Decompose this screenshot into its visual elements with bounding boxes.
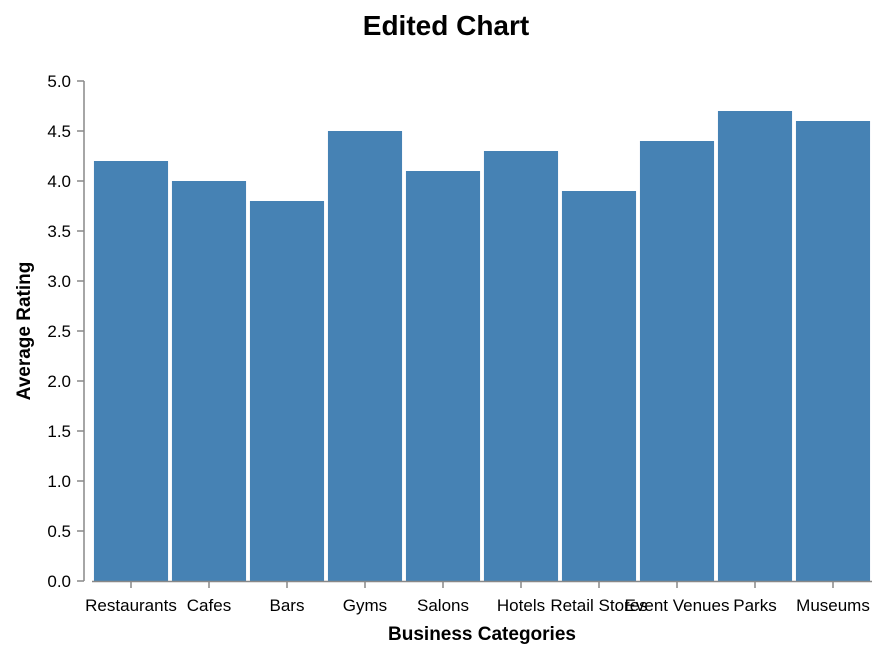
- x-tick-label: Gyms: [343, 596, 387, 615]
- bar: [795, 121, 871, 581]
- y-axis-title: Average Rating: [14, 262, 35, 401]
- y-tick-label: 2.0: [47, 372, 71, 391]
- x-tick-label: Bars: [270, 596, 305, 615]
- bar: [717, 111, 793, 581]
- y-tick-label: 0.5: [47, 522, 71, 541]
- y-tick-label: 2.5: [47, 322, 71, 341]
- x-tick-label: Museums: [796, 596, 870, 615]
- y-axis: 0.0 0.5 1.0 1.5 2.0 2.5 3.0 3.5 4.0 4.5 5.0: [47, 72, 85, 591]
- x-tick-label: Retail Stores: [550, 596, 647, 615]
- y-tick-label: 3.5: [47, 222, 71, 241]
- y-tick-label: 4.5: [47, 122, 71, 141]
- bars-layer: [93, 111, 871, 581]
- chart-title: Edited Chart: [363, 10, 529, 41]
- y-tick-label: 3.0: [47, 272, 71, 291]
- bar: [483, 151, 559, 581]
- x-tick-label: Parks: [733, 596, 776, 615]
- bar: [327, 131, 403, 581]
- y-tick-label: 5.0: [47, 72, 71, 91]
- y-tick-label: 0.0: [47, 572, 71, 591]
- y-tick-label: 1.0: [47, 472, 71, 491]
- y-tick-label: 4.0: [47, 172, 71, 191]
- x-axis-title: Business Categories: [388, 624, 576, 645]
- bar: [405, 171, 481, 581]
- bar: [561, 191, 637, 581]
- x-tick-label: Restaurants: [85, 596, 177, 615]
- x-tick-label: Hotels: [497, 596, 545, 615]
- bar: [93, 161, 169, 581]
- bar: [639, 141, 715, 581]
- x-tick-label: Event Venues: [625, 596, 730, 615]
- y-tick-label: 1.5: [47, 422, 71, 441]
- bar: [171, 181, 247, 581]
- x-tick-label: Salons: [417, 596, 469, 615]
- x-axis: Restaurants Cafes Bars Gyms Salons Hotels Reta…: [85, 580, 872, 615]
- x-tick-label: Cafes: [187, 596, 231, 615]
- bar: [249, 201, 325, 581]
